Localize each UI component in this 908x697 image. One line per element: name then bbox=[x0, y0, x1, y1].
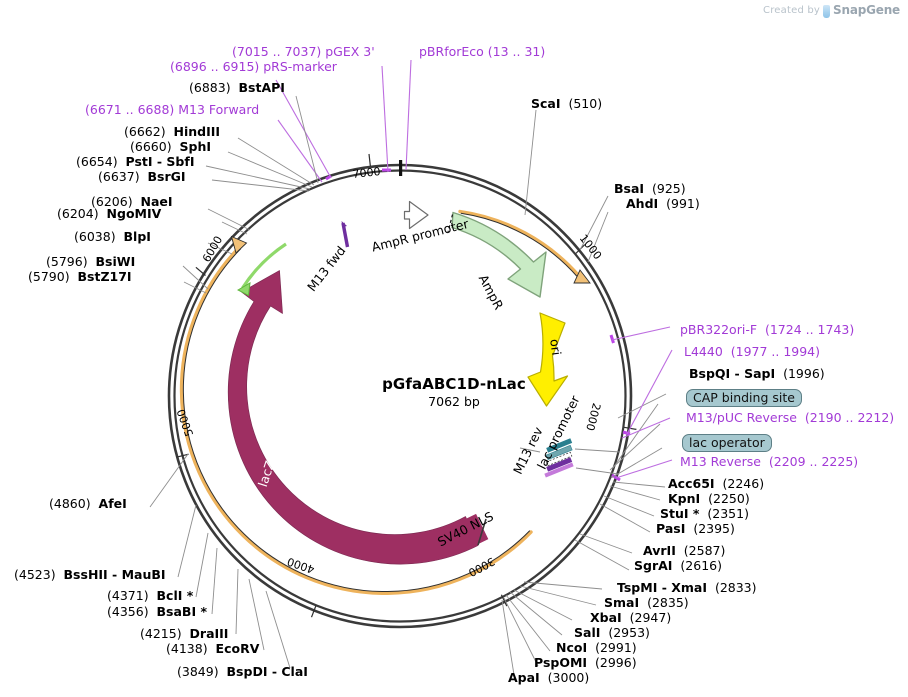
label-bstz17i[interactable]: (5790) BstZ17I bbox=[28, 269, 132, 284]
plasmid-name: pGfaABC1D-nLac bbox=[382, 375, 526, 393]
leader-lines-right-purple bbox=[611, 326, 673, 479]
label-m13-forward[interactable]: (6671 .. 6688) M13 Forward bbox=[85, 102, 260, 117]
label-bspdi-clai[interactable]: (3849) BspDI - ClaI bbox=[177, 664, 308, 679]
label-bcli[interactable]: (4371) BclI * bbox=[107, 588, 194, 603]
label-acc65i[interactable]: Acc65I (2246) bbox=[668, 476, 765, 491]
primer-m13-fwd bbox=[341, 221, 350, 248]
label-smai[interactable]: SmaI (2835) bbox=[604, 595, 689, 610]
label-sphi[interactable]: (6660) SphI bbox=[130, 139, 212, 154]
label-ecorv[interactable]: (4138) EcoRV bbox=[166, 641, 260, 656]
label-bsabi[interactable]: (4356) BsaBI * bbox=[107, 604, 208, 619]
leader-lines-upper-left bbox=[149, 95, 319, 669]
mcs-cluster bbox=[544, 438, 574, 478]
orf-ring bbox=[179, 209, 582, 595]
label-blpi[interactable]: (6038) BlpI bbox=[74, 229, 151, 244]
label-m13-reverse[interactable]: M13 Reverse (2209 .. 2225) bbox=[680, 454, 859, 469]
label-pbr322ori-f[interactable]: pBR322ori-F (1724 .. 1743) bbox=[680, 322, 855, 337]
label-scai[interactable]: ScaI (510) bbox=[531, 96, 603, 111]
orf-arrowheads bbox=[230, 235, 591, 284]
leader-lines-top bbox=[275, 59, 412, 183]
label-hindiii[interactable]: (6662) HindIII bbox=[124, 124, 221, 139]
label-naei[interactable]: (6206) NaeI bbox=[91, 194, 173, 209]
label-m13-puc-reverse[interactable]: M13/pUC Reverse (2190 .. 2212) bbox=[686, 410, 895, 425]
label-cap-binding-site[interactable]: CAP binding site bbox=[686, 389, 802, 408]
orf-ring-core bbox=[182, 212, 579, 592]
mcs-connectors bbox=[519, 447, 621, 475]
label-pgex-3prime[interactable]: (7015 .. 7037) pGEX 3' bbox=[232, 44, 375, 59]
label-pbrforeco[interactable]: pBRforEco (13 .. 31) bbox=[419, 44, 546, 59]
label-psti-sbfi[interactable]: (6654) PstI - SbfI bbox=[76, 154, 195, 169]
label-sgrai[interactable]: SgrAI (2616) bbox=[634, 558, 722, 573]
snapgene-watermark: Created by SnapGene bbox=[763, 3, 900, 18]
label-tspmi-xmai[interactable]: TspMI - XmaI (2833) bbox=[617, 580, 757, 595]
label-kpni[interactable]: KpnI (2250) bbox=[668, 491, 750, 506]
feature-ticks bbox=[325, 168, 631, 482]
leader-lines-right bbox=[501, 109, 667, 682]
label-bspqi-sapi[interactable]: BspQI - SapI (1996) bbox=[689, 366, 825, 381]
watermark-brand: SnapGene bbox=[833, 3, 900, 17]
label-xbai[interactable]: XbaI (2947) bbox=[590, 610, 672, 625]
label-afei[interactable]: (4860) AfeI bbox=[49, 496, 127, 511]
label-pasi[interactable]: PasI (2395) bbox=[656, 521, 735, 536]
label-sali[interactable]: SalI (2953) bbox=[574, 625, 650, 640]
plasmid-size: 7062 bp bbox=[428, 394, 480, 409]
label-bsshii-maubi[interactable]: (4523) BssHII - MauBI bbox=[14, 567, 166, 582]
feature-ori bbox=[527, 312, 569, 407]
label-bsiwi[interactable]: (5796) BsiWI bbox=[46, 254, 136, 269]
label-apai[interactable]: ApaI (3000) bbox=[508, 670, 590, 685]
label-l4440[interactable]: L4440 (1977 .. 1994) bbox=[684, 344, 821, 359]
label-prs-marker[interactable]: (6896 .. 6915) pRS-marker bbox=[170, 59, 337, 74]
label-stui[interactable]: StuI * (2351) bbox=[660, 506, 749, 521]
label-ngomiv[interactable]: (6204) NgoMIV bbox=[57, 206, 162, 221]
feature-ampr bbox=[403, 200, 547, 298]
label-pspomi[interactable]: PspOMI (2996) bbox=[534, 655, 637, 670]
feature-lacz bbox=[227, 270, 489, 565]
label-bsrgi[interactable]: (6637) BsrGI bbox=[98, 169, 186, 184]
label-bstapi[interactable]: (6883) BstAPI bbox=[189, 80, 285, 95]
label-avrii[interactable]: AvrII (2587) bbox=[643, 543, 726, 558]
label-draiii[interactable]: (4215) DraIII bbox=[140, 626, 229, 641]
watermark-prefix: Created by bbox=[763, 4, 821, 16]
origin-tick bbox=[399, 160, 403, 176]
label-ahdi[interactable]: AhdI (991) bbox=[626, 196, 700, 211]
arc-label-ori: ori bbox=[547, 338, 565, 357]
snapgene-logo-icon bbox=[823, 4, 831, 18]
label-bsai[interactable]: BsaI (925) bbox=[614, 181, 686, 196]
label-lac-operator[interactable]: lac operator bbox=[682, 434, 772, 453]
primer-green-arrow bbox=[236, 242, 287, 297]
label-ncoi[interactable]: NcoI (2991) bbox=[556, 640, 637, 655]
